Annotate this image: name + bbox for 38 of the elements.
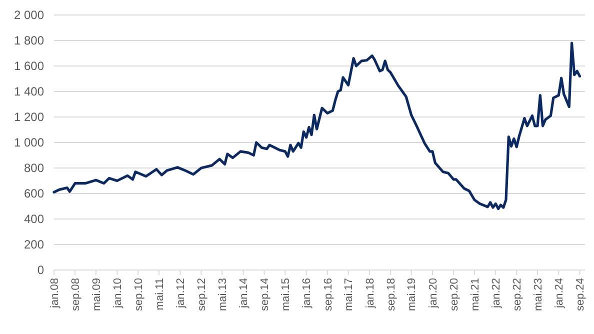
x-tick-label: mai.15 bbox=[280, 278, 292, 312]
x-tick-label: jan.18 bbox=[364, 278, 376, 309]
x-tick-label: sep.18 bbox=[385, 278, 398, 312]
x-tick-label: sep.10 bbox=[132, 278, 145, 312]
y-tick-label: 1 600 bbox=[14, 59, 44, 74]
x-tick-label: mai.13 bbox=[216, 278, 229, 312]
x-tick-label: jan.12 bbox=[175, 278, 188, 309]
y-tick-label: 1 400 bbox=[14, 84, 44, 99]
x-tick-label: jan.14 bbox=[238, 278, 250, 309]
x-tick-label: jan.10 bbox=[112, 278, 124, 309]
x-tick-label: mai.17 bbox=[343, 278, 356, 312]
x-tick-label: sep.22 bbox=[511, 278, 524, 312]
y-tick-label: 0 bbox=[37, 263, 44, 278]
x-tick-label: jan.24 bbox=[554, 278, 566, 309]
x-tick-label: jan.22 bbox=[490, 278, 502, 309]
x-tick-label: mai.23 bbox=[532, 278, 544, 312]
x-tick-label: sep.20 bbox=[448, 278, 460, 312]
y-tick-label: 1 200 bbox=[14, 110, 44, 124]
x-tick-label: jan.08 bbox=[48, 278, 61, 309]
y-tick-label: 2 000 bbox=[14, 8, 44, 22]
y-tick-label: 400 bbox=[24, 212, 44, 226]
x-tick-label: mai.19 bbox=[406, 278, 418, 312]
y-tick-label: 800 bbox=[24, 161, 44, 176]
x-tick-label: sep.16 bbox=[322, 278, 334, 312]
x-tick-label: sep.08 bbox=[70, 278, 82, 312]
x-tick-label: mai.21 bbox=[469, 278, 482, 312]
x-tick-label: sep.12 bbox=[196, 278, 208, 312]
x-tick-label: jan.16 bbox=[301, 278, 314, 309]
x-tick-label: jan.20 bbox=[427, 278, 440, 309]
y-tick-label: 1 800 bbox=[14, 34, 44, 48]
x-tick-label: mai.09 bbox=[90, 278, 103, 312]
x-tick-label: sep.24 bbox=[574, 278, 587, 312]
x-tick-label: mai.11 bbox=[154, 278, 166, 310]
y-tick-label: 1 000 bbox=[14, 136, 44, 150]
line-series bbox=[52, 42, 582, 210]
y-tick-label: 600 bbox=[24, 186, 44, 201]
y-tick-label: 200 bbox=[24, 238, 44, 252]
x-tick-label: sep.14 bbox=[259, 278, 272, 312]
